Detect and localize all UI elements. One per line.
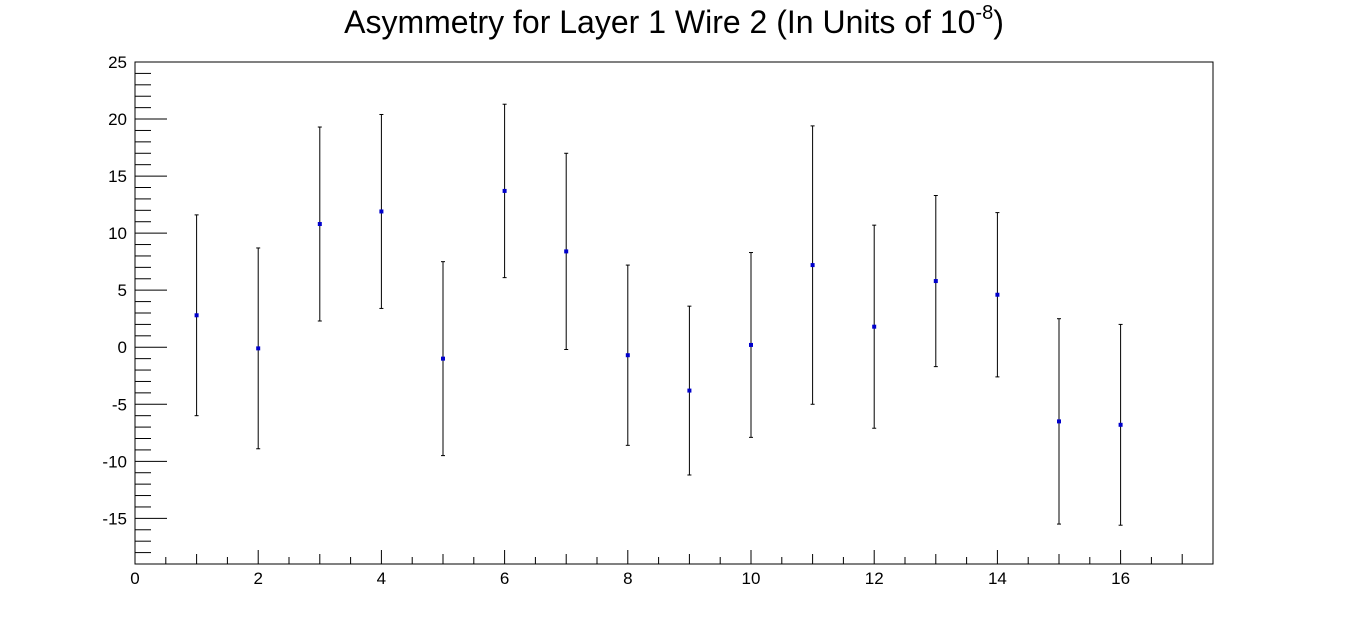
x-tick-label: 14 (988, 569, 1007, 588)
data-point (810, 263, 815, 268)
y-tick-label: -10 (102, 452, 127, 471)
data-point-group (502, 103, 507, 279)
data-point-group (379, 113, 384, 309)
data-point-group (687, 305, 692, 476)
data-point-group (810, 125, 815, 405)
y-tick-label: 20 (108, 110, 127, 129)
x-tick-label: 4 (377, 569, 386, 588)
plot-frame (134, 61, 1214, 565)
axes: 0 2 4 6 8 10 12 14 16 -15 -10 -5 0 5 10 15 20 25 (102, 53, 1214, 588)
x-tick-label: 0 (130, 569, 139, 588)
y-tick-label: 10 (108, 224, 127, 243)
chart-title: Asymmetry for Layer 1 Wire 2 (In Units o… (0, 2, 1348, 41)
data-point (317, 222, 322, 227)
data-point (256, 346, 261, 351)
chart-title-exponent: -8 (975, 2, 994, 24)
data-point (441, 356, 445, 361)
data-marks (194, 103, 1123, 526)
y-tick-label: 0 (118, 338, 127, 357)
data-point (1118, 422, 1123, 427)
x-tick-label: 2 (253, 569, 262, 588)
y-tick-label: 15 (108, 167, 127, 186)
data-point-group (933, 194, 938, 368)
data-point (564, 249, 569, 254)
data-point (933, 279, 938, 284)
y-tick-label: -5 (112, 395, 127, 414)
data-point-group (441, 261, 445, 457)
data-point (749, 342, 753, 347)
data-point-group (1118, 323, 1123, 526)
data-point (379, 209, 384, 214)
x-tick-label: 10 (742, 569, 761, 588)
data-point (625, 353, 630, 358)
data-point-group (1057, 318, 1061, 525)
x-tick-label: 16 (1111, 569, 1130, 588)
data-point (502, 188, 507, 193)
y-tick-label: 5 (118, 281, 127, 300)
x-tick-label: 8 (623, 569, 632, 588)
y-tick-label: 25 (108, 53, 127, 72)
data-point-group (625, 264, 630, 446)
data-point-group (995, 212, 1000, 378)
data-point (194, 313, 199, 318)
y-tick-label: -15 (102, 509, 127, 528)
data-point-group (194, 214, 199, 417)
x-tick-label: 12 (865, 569, 884, 588)
data-point (1057, 419, 1061, 424)
data-point-group (564, 152, 569, 351)
data-point (995, 292, 1000, 297)
chart-title-text: Asymmetry for Layer 1 Wire 2 (In Units o… (344, 4, 976, 40)
data-point (872, 324, 877, 329)
x-tick-label: 6 (500, 569, 509, 588)
data-point-group (317, 126, 322, 322)
data-point-group (749, 252, 753, 438)
data-point-group (256, 247, 261, 450)
data-point-group (872, 224, 877, 429)
data-point (687, 388, 692, 393)
chart-title-suffix: ) (993, 4, 1004, 40)
